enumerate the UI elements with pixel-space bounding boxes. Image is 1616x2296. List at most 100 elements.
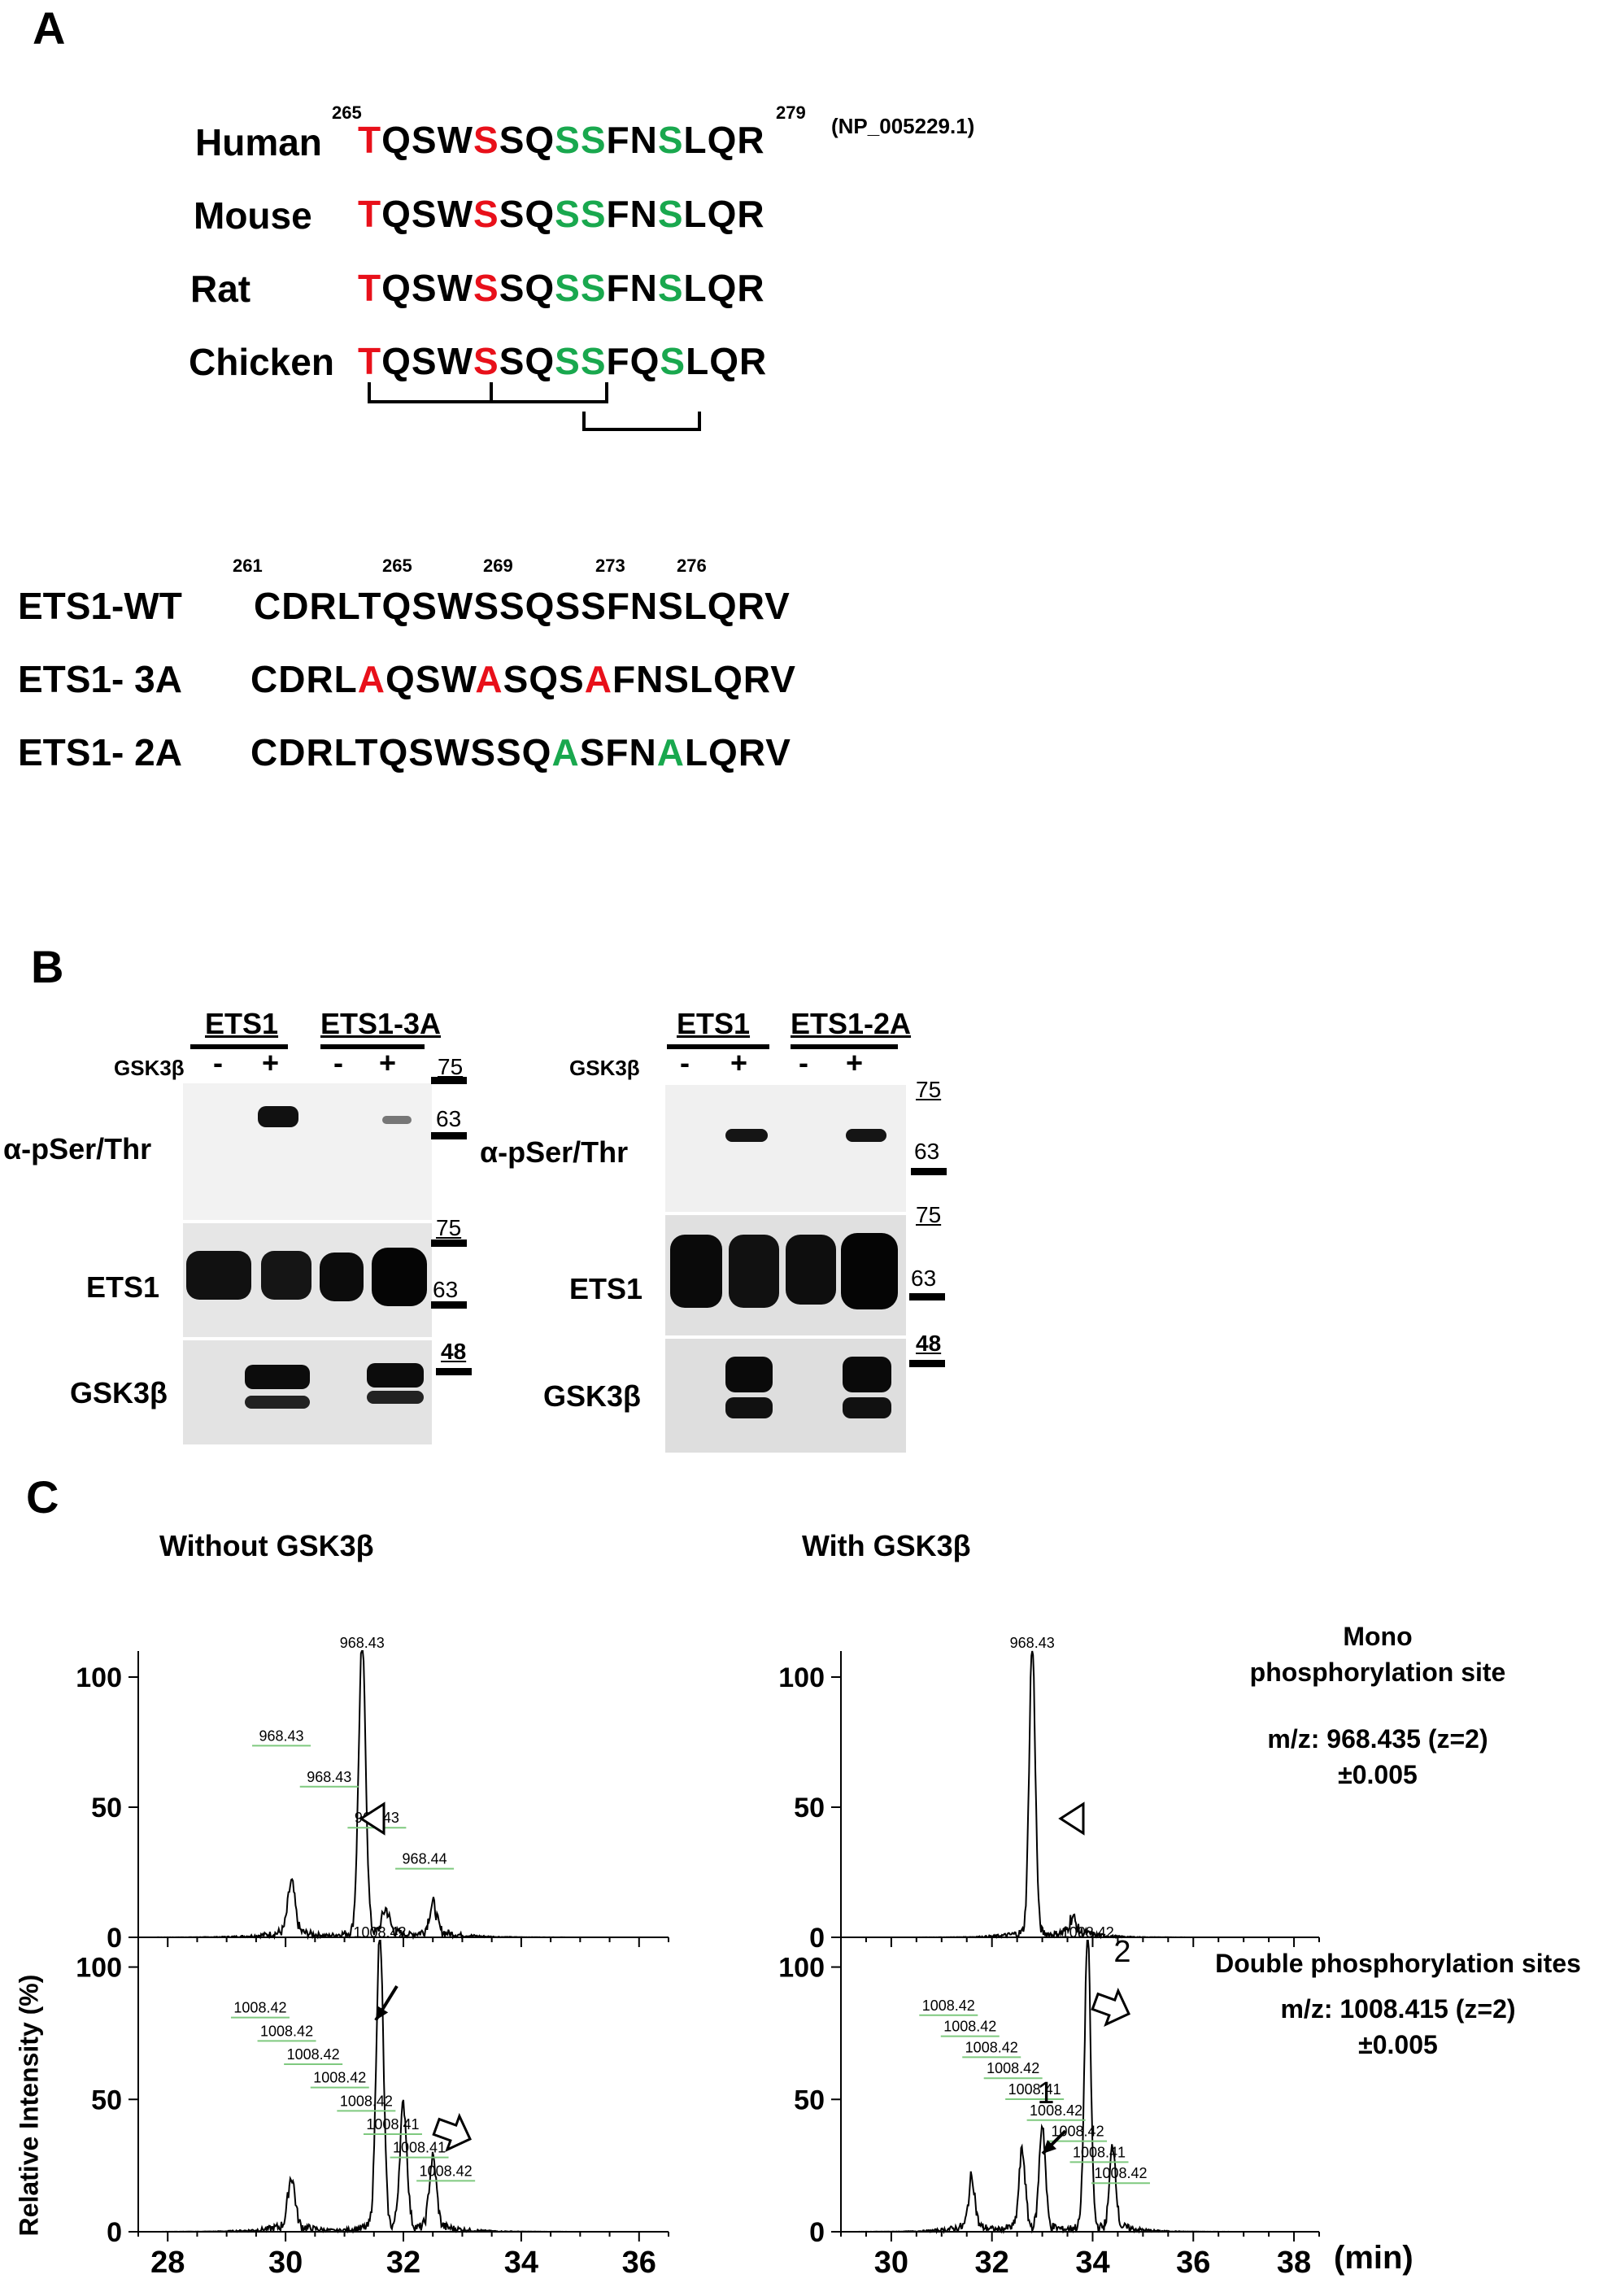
- position-261: 261: [233, 555, 263, 576]
- position-265: 265: [382, 555, 412, 576]
- mono-title-1: Mono: [1343, 1622, 1413, 1651]
- start-position: 265: [332, 102, 362, 123]
- left-blot-pser: [183, 1083, 432, 1220]
- plot-0-peak-label: 968.43: [307, 1769, 351, 1785]
- left-sign-2: +: [262, 1046, 280, 1079]
- left-ets1-band-1: [186, 1251, 251, 1300]
- right-marker-bar-63b: [909, 1293, 945, 1300]
- right-group-bar-1: [667, 1044, 769, 1049]
- plot-1-peak-label: 1008.41: [366, 2116, 419, 2133]
- plot-0-ytick-label: 0: [107, 1923, 122, 1954]
- mutant-2a-sequence: CDRLTQSWSSQASFNALQRV: [250, 731, 791, 773]
- peak-2-label: 2: [1113, 1935, 1130, 1969]
- plot-3-peak-label: 1008.42: [922, 1998, 975, 2014]
- mutant-wt-sequence: CDRLTQSWSSQSSFNSLQRV: [254, 585, 791, 627]
- left-gsk-band-1b: [245, 1396, 310, 1409]
- plot-1-ytick-label: 0: [107, 2217, 122, 2248]
- plot-1-xtick-label: 28: [150, 2246, 185, 2280]
- left-marker-bar-75a: [431, 1077, 467, 1084]
- plot-3-xtick-label: 36: [1176, 2246, 1210, 2280]
- right-ets1-band-3: [786, 1235, 836, 1305]
- left-sign-4: +: [379, 1046, 397, 1079]
- plot-1-peak-label: 1008.42: [287, 2046, 340, 2063]
- right-gsk-band-1a: [725, 1357, 773, 1392]
- plot-1-trace: [138, 1940, 669, 2234]
- peak-2-open-arrow-right: [1091, 1987, 1130, 2028]
- left-marker-75a: 75: [438, 1054, 464, 1079]
- mutant-2a-label: ETS1- 2A: [18, 731, 182, 773]
- plot-0-peak-label: 968.43: [259, 1727, 304, 1744]
- right-gsk-band-2b: [843, 1397, 891, 1418]
- right-row-label-pser: α-pSer/Thr: [480, 1135, 629, 1169]
- plot-3-peak-label: 1008.42: [965, 2039, 1018, 2055]
- right-ets1-band-4: [841, 1233, 898, 1309]
- plot-3-peak-label: 1008.42: [1061, 1924, 1114, 1941]
- sequence-chicken: TQSWSSQSSFQSLQR: [358, 340, 768, 382]
- gsk3-motif-bracket-1: [368, 382, 608, 403]
- mutant-wt-label: ETS1-WT: [18, 585, 182, 627]
- right-ets1-band-2: [729, 1235, 779, 1308]
- mutant-3a-label: ETS1- 3A: [18, 658, 182, 700]
- left-gsk-band-1a: [245, 1365, 310, 1389]
- plot-3-peak-label: 1008.42: [1094, 2165, 1147, 2181]
- species-human: Human: [195, 121, 322, 163]
- left-pser-band-3a: [382, 1116, 412, 1124]
- plot-0-ytick-label: 50: [91, 1793, 122, 1823]
- left-chromatogram-title: Without GSK3β: [159, 1529, 374, 1562]
- right-sign-2: +: [730, 1046, 748, 1079]
- plot-1-peak-label: 1008.42: [420, 2163, 473, 2179]
- right-sign-3: -: [799, 1046, 808, 1079]
- mono-peak-marker-left: [359, 1802, 385, 1836]
- end-position: 279: [776, 102, 806, 123]
- right-marker-63b: 63: [911, 1266, 937, 1291]
- left-marker-bar-75b: [431, 1239, 467, 1247]
- double-tolerance: ±0.005: [1358, 2030, 1438, 2059]
- plot-2-ytick-label: 100: [778, 1662, 825, 1693]
- right-gsk-band-1b: [725, 1397, 773, 1418]
- right-gsk-label: GSK3β: [569, 1056, 640, 1080]
- right-gsk-band-2a: [843, 1357, 891, 1392]
- plot-3-peak-label: 1008.41: [1073, 2144, 1126, 2160]
- plot-1-peak-label: 1008.41: [393, 2140, 446, 2156]
- sequence-mouse: TQSWSSQSSFNSLQR: [358, 193, 765, 235]
- left-ets1-band-2: [261, 1251, 311, 1300]
- left-blot-gsk3b: [183, 1340, 432, 1444]
- plot-2-trace: [841, 1650, 1319, 1940]
- plot-1-peak-label: 1008.42: [340, 2093, 393, 2109]
- left-group-bar-1: [190, 1044, 288, 1049]
- right-marker-75a: 75: [916, 1077, 942, 1102]
- plot-2-peak-label: 968.43: [1010, 1635, 1055, 1651]
- species-rat: Rat: [190, 268, 251, 310]
- right-sign-4: +: [846, 1046, 864, 1079]
- panel-a-letter: A: [33, 2, 66, 54]
- left-marker-bar-63a: [431, 1132, 467, 1139]
- mono-annotation: Mono phosphorylation site m/z: 968.435 (…: [1223, 1619, 1532, 1793]
- double-mz: m/z: 1008.415 (z=2): [1280, 1994, 1516, 2024]
- position-269: 269: [483, 555, 513, 576]
- right-pser-band-2a: [846, 1129, 886, 1142]
- right-group-ets1: ETS1: [677, 1007, 751, 1040]
- left-pser-band-ets1: [258, 1106, 298, 1127]
- right-marker-48: 48: [916, 1331, 942, 1356]
- plot-0-trace: [138, 1650, 669, 1941]
- sequence-human: TQSWSSQSSFNSLQR: [358, 119, 765, 161]
- left-marker-63b: 63: [433, 1277, 459, 1302]
- plot-1-peak-label: 1008.42: [353, 1924, 406, 1941]
- mono-peak-marker-right: [1058, 1802, 1085, 1836]
- right-group-bar-2: [791, 1044, 898, 1049]
- left-ets1-band-3: [320, 1253, 364, 1301]
- position-273: 273: [595, 555, 625, 576]
- left-row-label-pser: α-pSer/Thr: [3, 1132, 152, 1165]
- plot-2-ytick-label: 0: [809, 1923, 825, 1954]
- right-sign-1: -: [680, 1046, 690, 1079]
- plot-3-peak-label: 1008.41: [1008, 2081, 1061, 2098]
- right-blot-pser: [665, 1085, 906, 1212]
- peak-1-label: 1: [1037, 2076, 1054, 2111]
- right-marker-75b: 75: [916, 1202, 942, 1227]
- plot-3-peak-label: 1008.42: [987, 2060, 1039, 2076]
- left-group-ets1: ETS1: [205, 1007, 279, 1040]
- right-blot-ets1: [665, 1215, 906, 1335]
- plot-1-xtick-label: 36: [622, 2246, 656, 2280]
- plot-3-xtick-label: 34: [1075, 2246, 1109, 2280]
